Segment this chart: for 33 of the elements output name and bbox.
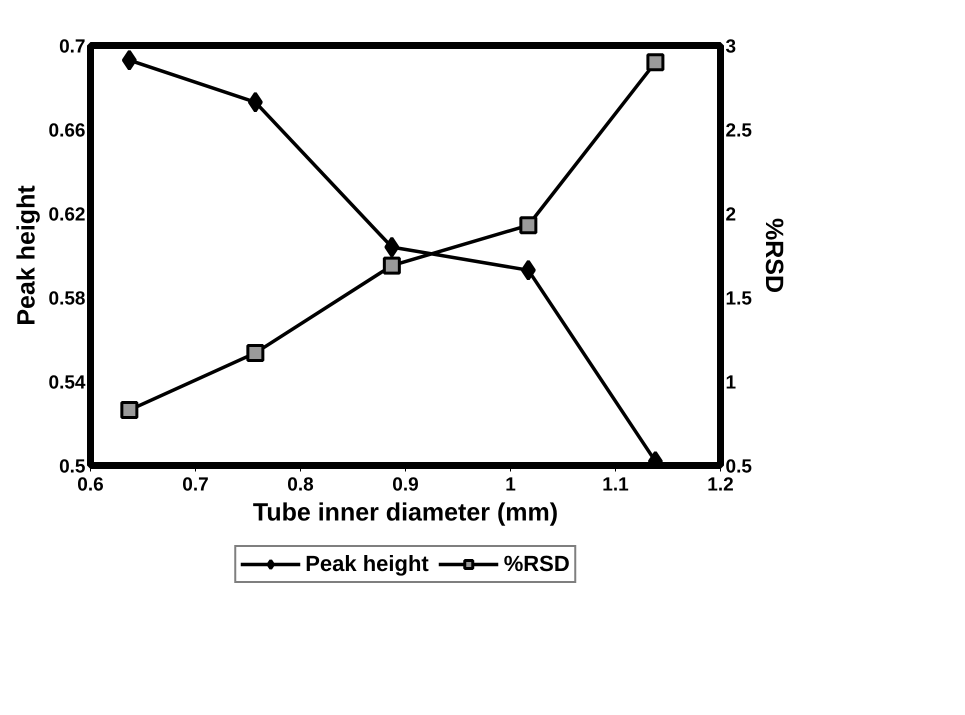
y2-tick-label: 0.5 bbox=[726, 456, 752, 478]
y2-axis-title: %RSD bbox=[760, 218, 788, 294]
point bbox=[646, 53, 664, 72]
x-tick-label: 1 bbox=[505, 474, 516, 496]
x-tick-label: 0.9 bbox=[392, 474, 419, 496]
y2-tick-label: 2 bbox=[726, 204, 736, 226]
x-axis-title: Tube inner diameter (mm) bbox=[252, 498, 558, 526]
x-tick-label: 0.6 bbox=[77, 474, 104, 496]
point bbox=[519, 216, 538, 234]
legend-label: %RSD bbox=[504, 551, 570, 577]
point bbox=[248, 92, 263, 113]
y2-tick-label: 3 bbox=[726, 36, 736, 58]
point bbox=[122, 50, 137, 71]
point bbox=[384, 236, 400, 258]
point bbox=[120, 401, 138, 420]
x-tick-label: 1.2 bbox=[707, 474, 734, 496]
point bbox=[520, 260, 536, 281]
legend-label: Peak height bbox=[305, 551, 429, 577]
y-tick-label: 0.54 bbox=[48, 372, 86, 394]
y2-tick-label: 2.5 bbox=[726, 120, 752, 142]
y-tick-label: 0.62 bbox=[48, 204, 86, 226]
y-tick-label: 0.58 bbox=[48, 288, 86, 310]
y-tick-label: 0.5 bbox=[59, 456, 86, 478]
y2-tick-label: 1.5 bbox=[726, 288, 752, 310]
x-tick-label: 0.8 bbox=[287, 474, 314, 496]
y-tick-label: 0.66 bbox=[48, 120, 86, 142]
point bbox=[246, 344, 264, 362]
y-tick-label: 0.7 bbox=[59, 36, 86, 58]
x-tick-label: 1.1 bbox=[602, 474, 630, 496]
y-axis-title: Peak height bbox=[12, 184, 41, 326]
point bbox=[382, 256, 401, 275]
x-tick-label: 0.7 bbox=[182, 474, 209, 496]
y2-tick-label: 1 bbox=[726, 372, 736, 394]
